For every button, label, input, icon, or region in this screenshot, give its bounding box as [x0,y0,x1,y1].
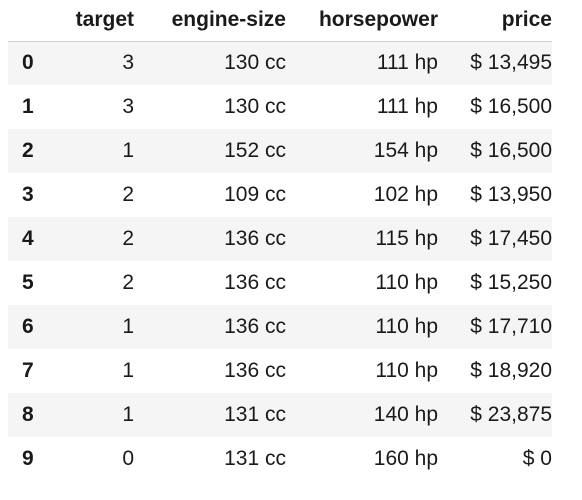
row-index: 3 [22,183,34,206]
table-body: 0 3 130 cc 111 hp $ 13,495 1 3 130 cc 111 hp $ 16… [8,41,552,481]
table-row: 1 3 130 cc 111 hp $ 16,500 [8,85,552,129]
table-row: 9 0 131 cc 160 hp $ 0 [8,437,552,481]
row-index: 6 [22,315,34,338]
cell-engine-size: 152 cc [224,139,286,162]
cell-horsepower: 111 hp [376,95,438,118]
cell-horsepower: 110 hp [375,359,438,382]
cell-target: 1 [122,139,134,162]
cell-horsepower: 154 hp [373,139,438,162]
cell-price: $ 18,920 [470,359,552,382]
cell-price: $ 0 [522,447,552,470]
cell-engine-size: 136 cc [224,315,286,338]
cell-horsepower: 102 hp [373,183,438,206]
row-index: 2 [22,139,34,162]
cell-price: $ 13,495 [470,51,552,75]
row-index: 0 [22,51,34,75]
cell-price: $ 16,500 [470,139,552,162]
cell-price: $ 16,500 [470,95,552,118]
dataframe-table: target engine-size horsepower price 0 3 13… [8,0,552,481]
cell-horsepower: 140 hp [373,403,438,426]
row-index: 4 [22,227,34,250]
cell-engine-size: 130 cc [224,95,286,118]
row-index: 5 [22,271,34,294]
table-row: 0 3 130 cc 111 hp $ 13,495 [8,41,552,85]
cell-price: $ 23,875 [470,403,552,426]
cell-horsepower: 110 hp [375,315,438,338]
header-engine-size: engine-size [134,0,286,42]
cell-target: 2 [122,271,134,294]
cell-target: 0 [122,447,134,470]
cell-horsepower: 115 hp [375,227,438,250]
cell-engine-size: 136 cc [224,271,286,294]
cell-engine-size: 131 cc [224,447,286,470]
row-index: 1 [22,95,34,118]
header-index [8,0,56,42]
cell-target: 3 [122,51,134,75]
cell-target: 2 [122,227,134,250]
table-header: target engine-size horsepower price [8,0,552,42]
cell-engine-size: 136 cc [224,227,286,250]
cell-price: $ 13,950 [470,183,552,206]
cell-horsepower: 110 hp [375,271,438,294]
table-row: 2 1 152 cc 154 hp $ 16,500 [8,129,552,173]
header-target: target [56,0,134,42]
cell-price: $ 17,710 [470,315,552,338]
cell-target: 2 [122,183,134,206]
row-index: 9 [22,447,34,470]
cell-target: 1 [122,315,134,338]
header-price: price [438,0,552,42]
cell-engine-size: 109 cc [224,183,286,206]
cell-target: 1 [122,359,134,382]
header-horsepower: horsepower [286,0,438,42]
cell-engine-size: 136 cc [224,359,286,382]
table-row: 5 2 136 cc 110 hp $ 15,250 [8,261,552,305]
cell-target: 1 [122,403,134,426]
cell-price: $ 15,250 [470,271,552,294]
cell-engine-size: 130 cc [224,51,286,75]
cell-price: $ 17,450 [470,227,552,250]
table-row: 8 1 131 cc 140 hp $ 23,875 [8,393,552,437]
table-row: 3 2 109 cc 102 hp $ 13,950 [8,173,552,217]
row-index: 7 [22,359,34,382]
cell-horsepower: 111 hp [376,51,438,75]
cell-horsepower: 160 hp [373,447,438,470]
cell-engine-size: 131 cc [224,403,286,426]
table-row: 4 2 136 cc 115 hp $ 17,450 [8,217,552,261]
cell-target: 3 [122,95,134,118]
table-row: 6 1 136 cc 110 hp $ 17,710 [8,305,552,349]
header-row: target engine-size horsepower price [8,0,552,42]
table-row: 7 1 136 cc 110 hp $ 18,920 [8,349,552,393]
row-index: 8 [22,403,34,426]
